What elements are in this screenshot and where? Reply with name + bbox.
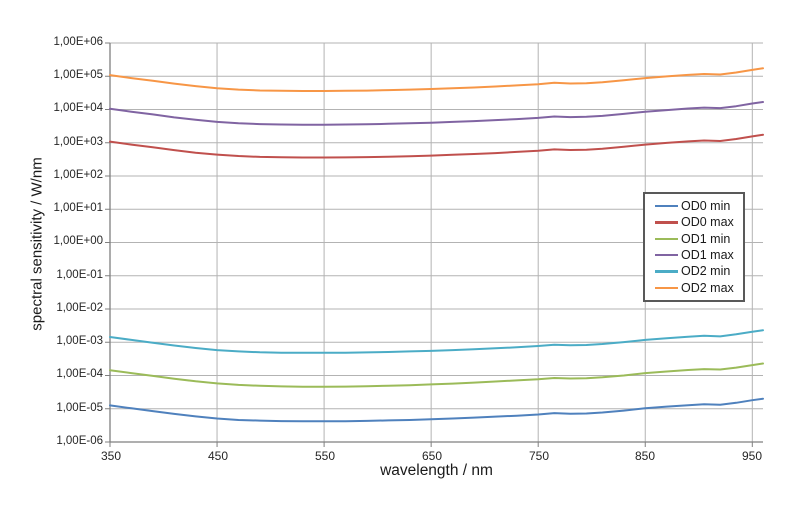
legend-item: OD1 min xyxy=(655,231,741,246)
y-tick-label: 1,00E+02 xyxy=(53,169,103,181)
y-tick-label: 1,00E+04 xyxy=(53,102,103,114)
legend-item: OD2 min xyxy=(655,264,741,279)
legend-line-swatch xyxy=(655,253,678,257)
legend-line-swatch xyxy=(655,286,678,290)
y-tick-label: 1,00E-06 xyxy=(56,435,103,447)
y-tick-label: 1,00E+03 xyxy=(53,136,103,148)
series-line-od1-min xyxy=(109,362,764,388)
series-line-od2-min xyxy=(109,329,764,354)
series-line-od1-max xyxy=(109,101,764,126)
y-tick-label: 1,00E-03 xyxy=(56,335,103,347)
legend-label: OD2 max xyxy=(681,280,734,295)
x-tick-label: 450 xyxy=(207,449,229,463)
legend-line-swatch xyxy=(655,204,678,208)
x-tick-label: 650 xyxy=(421,449,443,463)
series-line-od0-min xyxy=(109,397,764,423)
y-tick-label: 1,00E+06 xyxy=(53,36,103,48)
x-tick-label: 750 xyxy=(528,449,550,463)
legend-item: OD0 min xyxy=(655,199,741,214)
legend-line-swatch xyxy=(655,270,678,273)
legend-label: OD1 min xyxy=(681,231,731,246)
x-tick-label: 550 xyxy=(314,449,336,463)
x-axis-title: wavelength / nm xyxy=(380,462,493,479)
legend-item: OD1 max xyxy=(655,248,741,263)
series-line-od0-max xyxy=(109,133,764,159)
y-tick-label: 1,00E-01 xyxy=(56,269,103,281)
x-tick-label: 950 xyxy=(741,449,763,463)
y-tick-label: 1,00E+00 xyxy=(53,235,103,247)
legend-label: OD0 min xyxy=(681,199,731,214)
y-tick-label: 1,00E-05 xyxy=(56,402,103,414)
x-tick-label: 850 xyxy=(634,449,656,463)
y-tick-label: 1,00E+05 xyxy=(53,69,103,81)
y-tick-label: 1,00E-04 xyxy=(56,368,103,380)
legend-item: OD2 max xyxy=(655,280,741,295)
legend-line-swatch xyxy=(655,221,678,224)
legend: OD0 min OD0 max OD1 min OD1 max OD2 min … xyxy=(643,192,745,302)
y-tick-label: 1,00E-02 xyxy=(56,302,103,314)
legend-label: OD1 max xyxy=(681,248,734,263)
y-tick-label: 1,00E+01 xyxy=(53,202,103,214)
series-line-od2-max xyxy=(109,67,764,92)
legend-label: OD2 min xyxy=(681,264,731,279)
x-tick-label: 350 xyxy=(100,449,122,463)
y-axis-title: spectral sensitivity / W/nm xyxy=(28,157,46,331)
legend-line-swatch xyxy=(655,237,678,241)
legend-label: OD0 max xyxy=(681,215,734,230)
legend-item: OD0 max xyxy=(655,215,741,230)
